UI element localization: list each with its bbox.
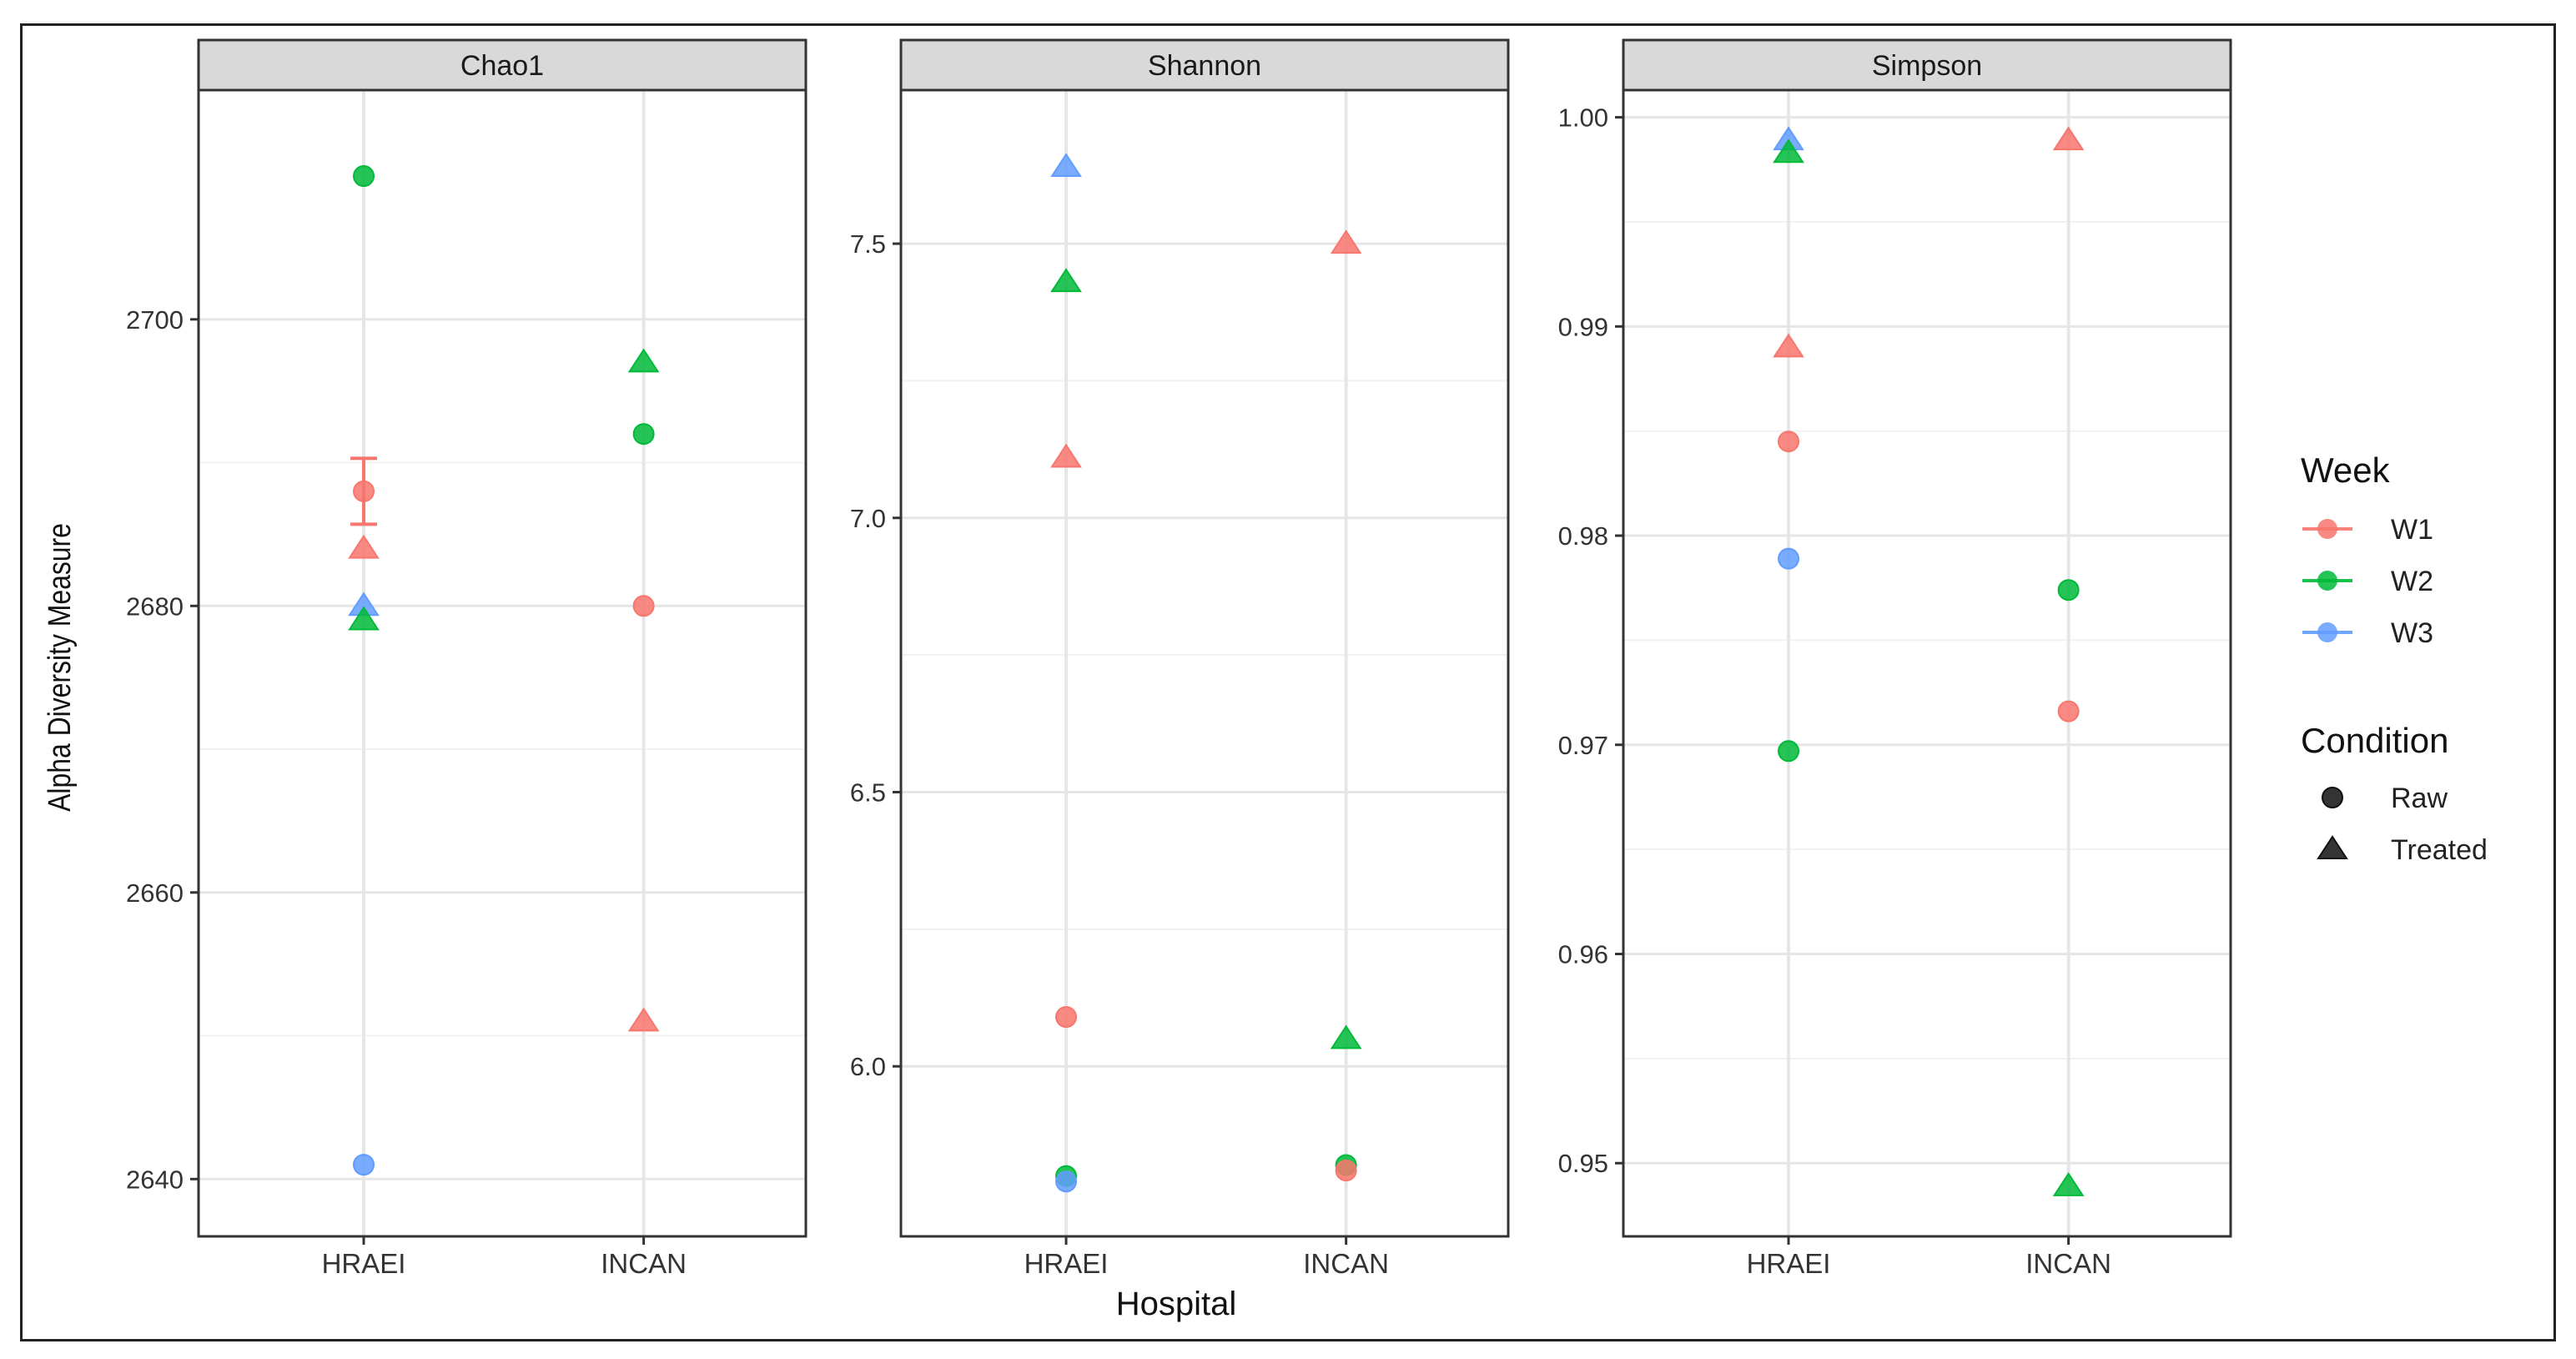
facet-strip-label: Shannon (1148, 50, 1261, 82)
point-incan-w1-treated (627, 1007, 660, 1032)
point-incan-w1-raw (2057, 700, 2080, 722)
y-tick-label: 0.95 (1558, 1149, 1608, 1178)
y-tick-label: 0.99 (1558, 312, 1608, 341)
point-hraei-w1-treated (1773, 333, 1804, 358)
legend-week-w2: W2 (2302, 566, 2433, 597)
y-tick-label: 7.0 (850, 504, 886, 533)
y-tick-label: 2700 (126, 305, 184, 335)
panel-border (899, 88, 1510, 1238)
point-incan-w2-raw (632, 423, 655, 445)
point-hraei-w3-raw (1778, 547, 1800, 570)
point-incan-w1-raw (632, 595, 655, 617)
panel-simpson: Simpson 0.95 0.96 0.97 0.98 0.99 1.00 HRAEI INCA… (1558, 38, 2232, 1279)
x-axis-title: Hospital (1116, 1286, 1237, 1322)
panel-border (197, 88, 808, 1238)
x-tick-label: HRAEI (1747, 1248, 1831, 1279)
y-tick-label: 0.96 (1558, 940, 1608, 969)
point-hraei-w1-raw (1778, 430, 1800, 453)
legend: Week Condition W1 W2 W3 Raw Treated (2301, 450, 2488, 866)
y-tick-label: 7.5 (850, 229, 886, 259)
point-incan-w2-treated (2052, 1171, 2085, 1196)
facet-strip (899, 38, 1510, 92)
y-tick-label: 6.0 (850, 1052, 886, 1081)
point-incan-w1-treated (1330, 229, 1362, 254)
x-tick-label: INCAN (601, 1248, 687, 1279)
point-hraei-w1-treated (1050, 443, 1082, 468)
y-tick-label: 2640 (126, 1165, 184, 1194)
y-tick-label: 1.00 (1558, 103, 1608, 133)
panel-shannon: Shannon 6.0 6.5 7.0 7.5 HRAEI INCAN (850, 38, 1510, 1279)
point-incan-w1-treated (2052, 126, 2085, 151)
point-hraei-w2-treated (1773, 138, 1804, 164)
x-tick-label: HRAEI (322, 1248, 406, 1279)
y-tick-label: 6.5 (850, 778, 886, 807)
legend-condition-treated: Treated (2317, 834, 2488, 866)
x-tick-label: HRAEI (1024, 1248, 1109, 1279)
panel-background (199, 90, 806, 1236)
axis-titles: Hospital Alpha Diversity Measure (42, 523, 1236, 1322)
point-incan-w2-raw (2057, 579, 2080, 601)
legend-condition-title: Condition (2301, 721, 2448, 760)
legend-week-title: Week (2301, 450, 2391, 490)
point-incan-w2-treated (1330, 1024, 1362, 1049)
legend-circle-icon (2322, 787, 2343, 808)
x-tick-label: INCAN (2025, 1248, 2111, 1279)
x-tick-label: INCAN (1303, 1248, 1389, 1279)
y-tick-label: 0.98 (1558, 521, 1608, 551)
legend-week-w3: W3 (2302, 617, 2433, 649)
point-hraei-w2-raw (353, 165, 375, 188)
legend-week-label: W2 (2391, 566, 2433, 597)
y-tick-label: 0.97 (1558, 731, 1608, 760)
point-hraei-w2-treated (1050, 268, 1082, 293)
panel-border (1622, 88, 2232, 1238)
legend-triangle-icon (2317, 835, 2348, 859)
facet-strip (1622, 38, 2232, 92)
legend-week-w1: W1 (2302, 514, 2433, 546)
facet-strip-label: Chao1 (460, 50, 544, 82)
y-tick-label: 2680 (126, 591, 184, 621)
panel-background (1623, 90, 2231, 1236)
point-hraei-w2-raw (1778, 740, 1800, 763)
point-hraei-w2-treated (348, 606, 380, 631)
legend-week-label: W1 (2391, 514, 2433, 546)
panel-background (901, 90, 1508, 1236)
facet-strip-label: Simpson (1872, 50, 1982, 82)
panel-chao1: Chao1 2640 2660 2680 2700 HRAEI INCAN (126, 38, 808, 1279)
legend-condition-raw: Raw (2322, 783, 2448, 814)
legend-week-label: W3 (2391, 617, 2433, 649)
point-hraei-w3-raw (1055, 1170, 1078, 1193)
point-hraei-w1-treated (348, 534, 380, 559)
point-hraei-w3-treated (1050, 153, 1082, 178)
legend-condition-label: Raw (2391, 783, 2448, 814)
point-hraei-w3-raw (353, 1154, 375, 1176)
facet-panels: Chao1 2640 2660 2680 2700 HRAEI INCAN Shannon 6.… (126, 38, 2232, 1279)
point-hraei-w1-raw (1055, 1006, 1078, 1029)
legend-condition-label: Treated (2391, 834, 2488, 866)
y-tick-label: 2660 (126, 878, 184, 908)
point-incan-w2-treated (627, 348, 660, 373)
point-incan-w1-raw (1335, 1160, 1357, 1182)
point-hraei-w1-raw (353, 480, 375, 502)
y-axis-title: Alpha Diversity Measure (42, 523, 77, 812)
